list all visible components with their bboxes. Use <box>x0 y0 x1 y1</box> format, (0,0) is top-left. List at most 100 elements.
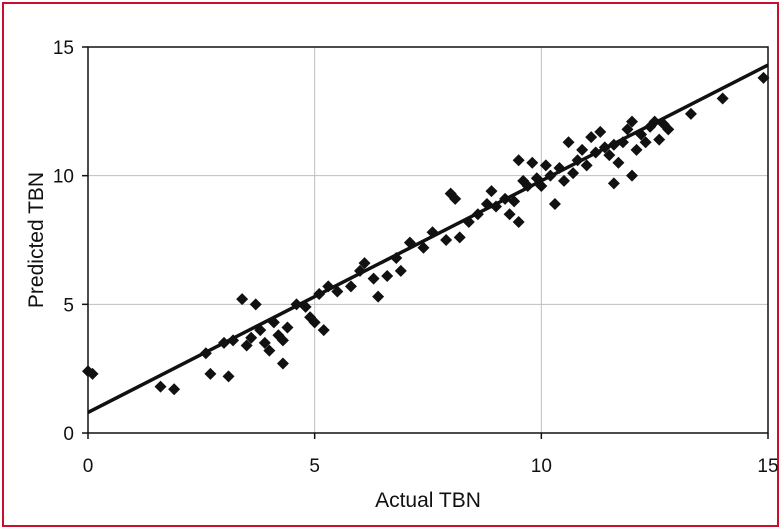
data-point <box>626 115 638 128</box>
data-point <box>662 123 675 136</box>
data-point <box>553 161 566 174</box>
data-point <box>490 200 502 213</box>
data-point <box>276 357 289 370</box>
data-point <box>381 270 394 283</box>
data-point <box>367 272 380 285</box>
data-point <box>258 336 271 349</box>
data-point <box>639 136 652 149</box>
data-point <box>485 185 498 198</box>
data-point <box>313 288 326 301</box>
data-point <box>449 192 462 205</box>
plot-area <box>87 46 769 434</box>
data-point <box>757 71 770 84</box>
data-point <box>653 133 666 146</box>
data-point <box>526 156 539 169</box>
data-point <box>245 331 258 344</box>
y-tick-label: 5 <box>63 295 74 316</box>
chart-frame <box>2 2 779 527</box>
data-point <box>521 179 534 192</box>
y-axis-ticks: 0 5 10 15 <box>53 38 88 445</box>
data-point <box>317 324 330 337</box>
data-point <box>684 107 697 120</box>
data-point <box>417 241 430 254</box>
data-point <box>626 169 638 182</box>
y-tick-label: 15 <box>53 38 74 59</box>
data-point <box>403 236 416 249</box>
data-point <box>508 195 521 208</box>
data-point <box>331 285 344 298</box>
data-point <box>453 231 466 244</box>
y-axis-label: Predicted TBN <box>25 172 48 308</box>
data-point <box>440 234 453 246</box>
data-point <box>589 146 602 159</box>
data-point <box>580 159 593 172</box>
data-point <box>254 324 267 337</box>
data-point <box>585 131 598 144</box>
grid-lines <box>88 47 768 433</box>
data-point <box>480 197 493 210</box>
data-point <box>276 334 289 347</box>
data-point <box>372 290 385 303</box>
data-point <box>290 298 303 311</box>
data-point <box>222 370 235 383</box>
data-point <box>267 316 280 329</box>
data-point <box>598 141 611 154</box>
data-point <box>576 143 589 156</box>
data-point <box>263 344 276 357</box>
data-point <box>236 293 249 306</box>
data-point <box>716 92 729 105</box>
y-tick-label: 10 <box>53 167 74 188</box>
data-point <box>544 169 557 182</box>
data-point <box>354 264 366 277</box>
data-point <box>358 257 371 270</box>
data-point <box>530 172 543 185</box>
data-point <box>299 300 312 313</box>
data-point <box>558 174 570 187</box>
x-axis-label: Actual TBN <box>375 489 481 512</box>
data-point <box>630 143 643 156</box>
data-point <box>571 154 584 167</box>
data-point <box>548 197 561 210</box>
data-point <box>462 215 475 228</box>
data-point <box>322 280 335 293</box>
data-point <box>471 208 484 221</box>
data-point <box>512 154 525 167</box>
data-point <box>499 192 512 205</box>
data-point <box>567 167 580 180</box>
data-point <box>249 298 262 311</box>
data-point <box>240 339 253 352</box>
data-points <box>82 71 770 396</box>
data-point <box>394 264 407 277</box>
data-point <box>607 177 620 190</box>
trend-line <box>87 63 769 414</box>
data-point <box>390 252 403 265</box>
x-axis-ticks: 0 5 10 15 <box>83 433 779 477</box>
y-tick-label: 0 <box>63 424 74 445</box>
data-point <box>154 380 167 393</box>
x-tick-label: 0 <box>83 456 94 477</box>
data-point <box>281 321 294 334</box>
data-point <box>426 226 439 239</box>
data-point <box>503 208 516 221</box>
data-point <box>616 136 629 149</box>
data-point <box>562 136 575 149</box>
data-point <box>612 156 625 169</box>
data-point <box>308 316 321 329</box>
x-tick-label: 5 <box>309 456 320 477</box>
x-tick-label: 10 <box>531 456 552 477</box>
data-point <box>344 280 357 293</box>
data-point <box>218 336 230 349</box>
data-point <box>512 215 525 228</box>
data-point <box>539 159 552 172</box>
data-point <box>535 179 548 192</box>
data-point <box>199 347 212 360</box>
data-point <box>635 128 648 141</box>
data-point <box>607 138 620 151</box>
data-point <box>594 125 607 138</box>
data-point <box>227 334 240 347</box>
data-point <box>603 149 616 162</box>
data-point <box>621 123 634 136</box>
data-point <box>648 115 661 128</box>
data-point <box>86 367 99 380</box>
